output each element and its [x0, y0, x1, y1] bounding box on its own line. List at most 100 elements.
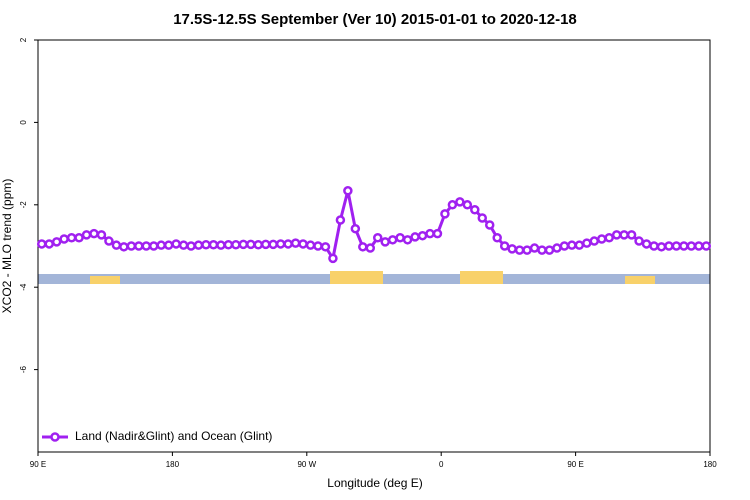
y-tick-label: 0: [19, 120, 28, 125]
y-tick-label: -4: [19, 283, 28, 291]
series-marker: [275, 239, 286, 249]
series-marker: [507, 244, 517, 254]
series-marker: [343, 186, 353, 196]
series-marker: [425, 228, 435, 239]
series-marker: [395, 233, 405, 243]
series-marker: [634, 236, 644, 246]
series-marker: [260, 239, 271, 250]
series-marker: [664, 241, 674, 251]
series-marker: [298, 239, 308, 249]
series-marker: [141, 241, 152, 251]
series-marker: [596, 234, 607, 244]
series-marker: [74, 233, 84, 243]
series-marker: [104, 236, 114, 246]
series-marker: [156, 240, 166, 250]
series-marker: [186, 241, 196, 251]
series-marker: [455, 197, 465, 207]
x-tick-label: 180: [166, 460, 180, 469]
series-marker: [604, 233, 614, 243]
x-tick-label: 90 E: [30, 460, 46, 469]
series-marker: [193, 240, 204, 250]
series-marker: [611, 230, 622, 240]
series-marker: [89, 228, 99, 239]
series-marker: [440, 209, 450, 219]
series-marker: [283, 239, 293, 249]
series-marker: [66, 233, 77, 243]
series-marker: [111, 240, 122, 250]
series-marker: [649, 241, 659, 251]
series-marker: [477, 213, 488, 223]
series-marker: [365, 243, 376, 253]
series-marker: [686, 241, 697, 251]
series-marker: [126, 241, 137, 251]
series-marker: [656, 242, 667, 252]
series-marker: [514, 245, 525, 255]
series-marker: [417, 230, 428, 241]
series-marker: [350, 223, 361, 234]
legend-label: Land (Nadir&Glint) and Ocean (Glint): [75, 429, 272, 443]
x-tick-label: 0: [439, 460, 444, 469]
x-axis-label: Longitude (deg E): [327, 476, 422, 490]
series-marker: [679, 241, 689, 251]
series-marker: [231, 240, 241, 250]
series-marker: [223, 240, 234, 250]
series-marker: [589, 236, 600, 246]
y-tick-label: 2: [19, 37, 28, 42]
series-marker: [253, 240, 264, 250]
series-marker: [402, 235, 413, 245]
series-marker: [559, 241, 570, 251]
series-marker: [358, 242, 368, 252]
series-marker: [671, 241, 682, 251]
series-marker: [216, 240, 226, 250]
series-marker: [387, 235, 398, 245]
series-marker: [432, 228, 443, 239]
series-marker: [499, 241, 510, 251]
land-band: [90, 276, 120, 284]
series-marker: [470, 204, 480, 215]
series-marker: [328, 253, 338, 264]
series-marker: [582, 238, 592, 248]
series-marker: [492, 233, 502, 243]
series-marker: [305, 240, 316, 250]
series-marker: [59, 234, 69, 244]
series-marker: [320, 242, 331, 252]
land-band: [460, 271, 503, 284]
series-marker: [134, 241, 144, 251]
series-marker: [44, 239, 54, 249]
series-marker: [574, 240, 585, 250]
series-marker: [372, 233, 383, 243]
y-tick-label: -2: [19, 201, 28, 209]
series-marker: [641, 239, 652, 249]
series-marker: [81, 230, 92, 240]
series-marker: [246, 239, 256, 250]
series-marker: [694, 241, 704, 251]
series-marker: [410, 232, 420, 242]
series-marker: [522, 245, 532, 255]
series-marker: [484, 220, 495, 230]
chart-title: 17.5S-12.5S September (Ver 10) 2015-01-0…: [173, 11, 577, 28]
y-axis-label: XCO2 - MLO trend (ppm): [0, 179, 14, 314]
series-marker: [529, 243, 540, 253]
series-marker: [268, 239, 278, 250]
series-marker: [701, 241, 712, 251]
x-tick-label: 90 E: [567, 460, 583, 469]
series-marker: [313, 241, 323, 251]
series-marker: [537, 245, 547, 255]
y-tick-label: -6: [19, 365, 28, 373]
series-marker: [544, 245, 555, 255]
series-marker: [626, 230, 637, 240]
x-tick-label: 180: [703, 460, 717, 469]
x-tick-label: 90 W: [297, 460, 316, 469]
series-marker: [462, 200, 473, 210]
land-band: [625, 276, 655, 284]
series-marker: [567, 240, 577, 250]
series-marker: [171, 239, 181, 249]
series-marker: [619, 230, 629, 240]
series-marker: [552, 243, 562, 253]
series-marker: [290, 238, 301, 248]
series-marker: [36, 239, 47, 249]
surface-band: [38, 271, 710, 284]
series-marker: [119, 242, 129, 252]
series-marker: [201, 240, 211, 250]
